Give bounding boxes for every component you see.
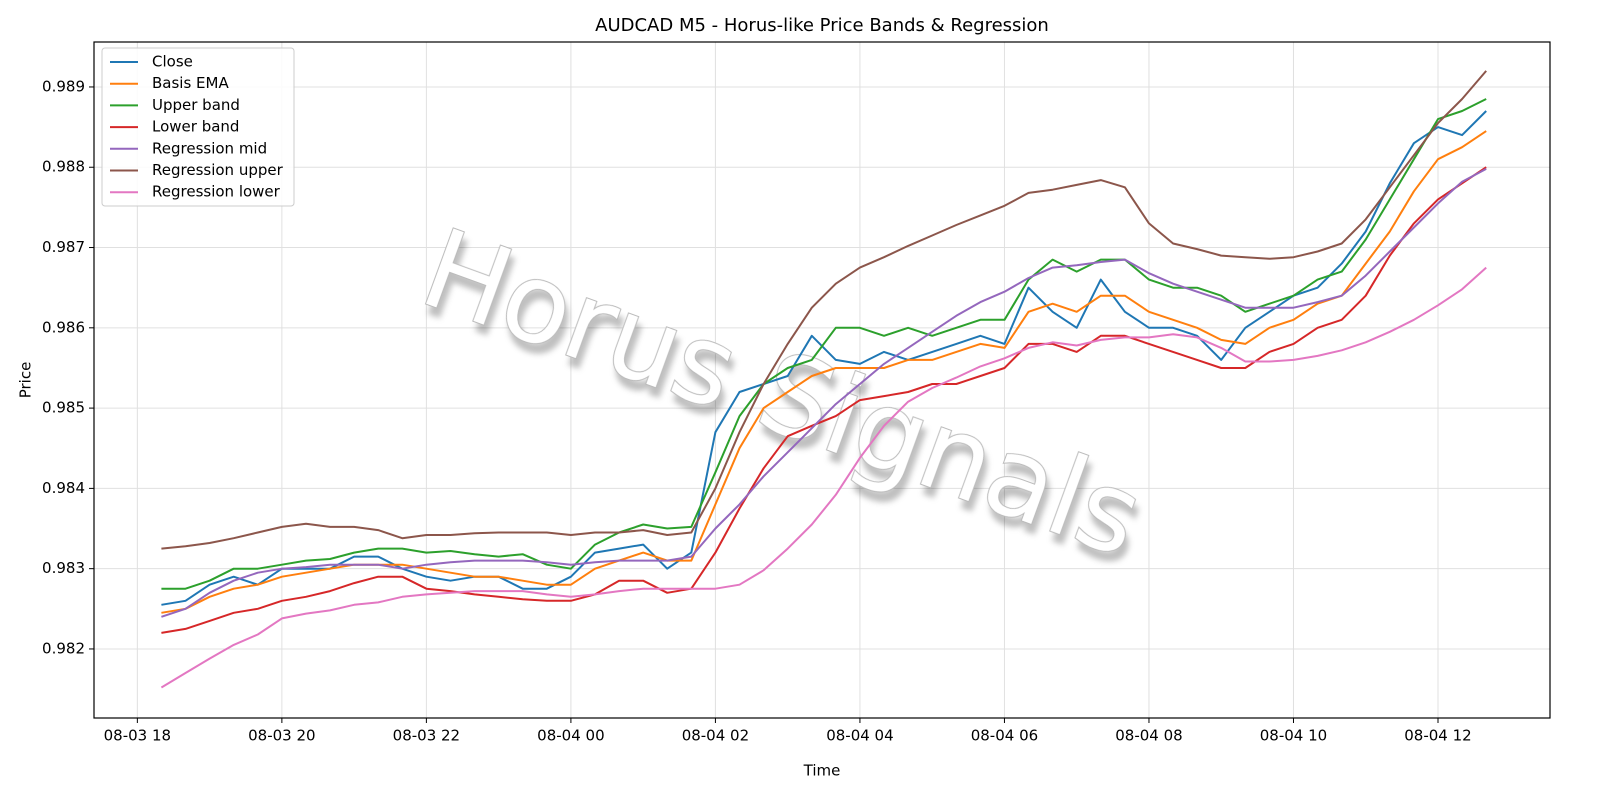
- legend-box: [101, 47, 295, 207]
- legend-label: Close: [152, 53, 193, 71]
- y-tick-label: 0.986: [42, 318, 85, 336]
- legend: Close Basis EMA Upper band Lower band Regres…: [101, 47, 295, 207]
- legend-label: Basis EMA: [152, 74, 229, 92]
- y-tick-label: 0.988: [42, 158, 85, 176]
- series-line: [161, 110, 1487, 606]
- y-tick-label: 0.982: [42, 639, 85, 657]
- legend-label: Lower band: [152, 118, 239, 136]
- x-tick-label: 08-04 12: [1404, 727, 1471, 745]
- series-line: [161, 70, 1487, 550]
- y-tick-label: 0.984: [42, 479, 85, 497]
- series-line: [161, 168, 1487, 618]
- series-line: [161, 98, 1487, 590]
- x-tick-label: 08-04 00: [537, 727, 604, 745]
- chart-title: AUDCAD M5 - Horus-like Price Bands & Reg…: [595, 15, 1049, 36]
- x-tick-label: 08-03 20: [248, 727, 315, 745]
- x-tick-label: 08-04 02: [682, 727, 749, 745]
- plot-frame: [93, 41, 1551, 719]
- y-tick-label: 0.989: [42, 77, 85, 95]
- x-axis-label: Time: [803, 762, 841, 780]
- y-axis-label: Price: [17, 362, 35, 399]
- y-tick-label: 0.987: [42, 238, 85, 256]
- series-line: [160, 266, 1487, 689]
- x-tick-label: 08-04 06: [971, 727, 1038, 745]
- x-tick-label: 08-04 08: [1115, 727, 1182, 745]
- legend-label: Regression lower: [152, 183, 281, 201]
- x-tick-label: 08-03 22: [393, 727, 460, 745]
- x-tick-label: 08-04 10: [1260, 727, 1327, 745]
- x-tick-label: 08-03 18: [104, 727, 171, 745]
- legend-label: Regression mid: [152, 139, 267, 157]
- legend-label: Regression upper: [152, 161, 284, 179]
- y-tick-label: 0.985: [42, 399, 85, 417]
- series-line: [161, 166, 1487, 634]
- lines: [160, 70, 1487, 689]
- x-tick-label: 08-04 04: [826, 727, 893, 745]
- y-tick-label: 0.983: [42, 559, 85, 577]
- legend-label: Upper band: [152, 96, 240, 114]
